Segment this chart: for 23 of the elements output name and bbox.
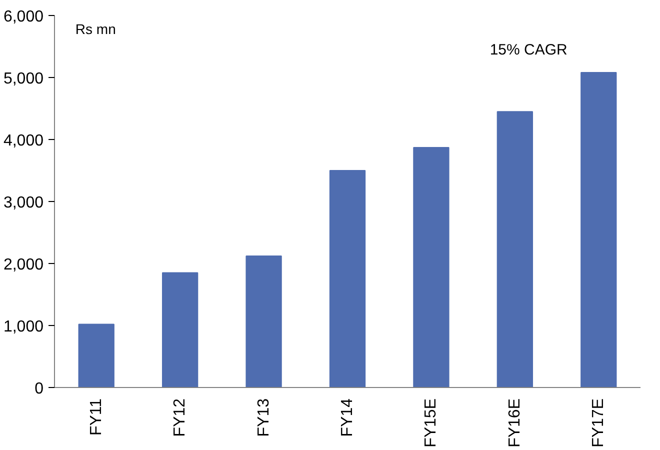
x-tick-label: FY15E [422,398,440,448]
y-tick-label: 2,000 [3,256,44,274]
x-tick-label: FY12 [172,398,189,437]
bar [496,111,534,388]
bar [162,272,198,388]
y-tick-label: 5,000 [3,70,44,88]
x-tick-label: FY14 [339,398,356,437]
annotation: Rs mn [75,21,116,38]
y-tick-label: 1,000 [3,318,44,336]
y-tick-label: 4,000 [3,132,44,150]
annotation: 15% CAGR [490,41,568,58]
x-tick-label: FY17E [590,398,608,448]
y-tick-label: 3,000 [3,194,44,212]
bar [329,170,366,388]
bar [78,324,114,388]
bar [580,72,617,388]
y-tick-label: 6,000 [3,8,44,26]
x-tick-label: FY11 [88,398,105,436]
bar [246,256,282,388]
bar [413,147,450,388]
x-tick-label: FY13 [255,398,272,437]
x-tick-label: FY16E [506,398,524,448]
y-tick-label: 0 [34,380,44,398]
